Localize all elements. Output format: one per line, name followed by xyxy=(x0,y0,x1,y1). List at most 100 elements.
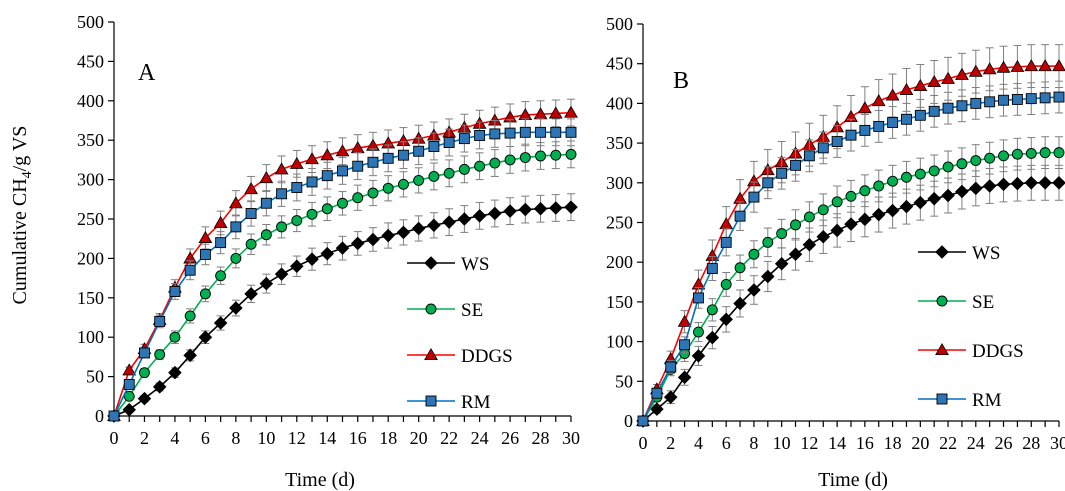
data-point xyxy=(213,316,228,330)
data-point xyxy=(306,208,318,220)
data-point xyxy=(213,215,228,228)
data-point xyxy=(734,210,746,222)
data-point xyxy=(748,191,760,203)
data-point xyxy=(913,78,928,91)
data-point xyxy=(901,171,912,183)
data-point xyxy=(1053,91,1065,103)
data-point xyxy=(913,195,928,210)
data-point xyxy=(413,174,425,186)
x-tick-label: 28 xyxy=(1022,433,1040,453)
data-point xyxy=(244,287,258,301)
data-point xyxy=(982,179,997,193)
data-point xyxy=(229,301,243,315)
x-tick-label: 16 xyxy=(349,428,367,448)
data-point xyxy=(274,162,289,175)
legend-marker xyxy=(425,395,437,407)
data-point xyxy=(397,149,409,161)
data-point xyxy=(396,225,411,240)
data-point xyxy=(719,312,733,327)
data-point xyxy=(831,196,843,208)
data-point xyxy=(382,152,394,164)
data-point xyxy=(761,269,775,284)
data-point xyxy=(830,223,844,238)
data-point xyxy=(337,197,348,209)
data-point xyxy=(968,64,983,77)
data-point xyxy=(199,249,211,260)
y-tick-label: 50 xyxy=(615,371,633,391)
data-point xyxy=(887,117,899,128)
data-point xyxy=(276,188,288,200)
data-point xyxy=(1024,59,1039,72)
data-point xyxy=(199,288,211,300)
x-tick-label: 30 xyxy=(562,428,580,448)
data-point xyxy=(984,152,996,164)
data-point xyxy=(677,314,692,327)
x-tick-label: 22 xyxy=(440,428,458,448)
data-point xyxy=(651,387,663,399)
data-point xyxy=(1010,176,1025,191)
data-point xyxy=(260,197,272,209)
data-point xyxy=(859,124,871,136)
x-tick-label: 12 xyxy=(288,428,306,448)
data-point xyxy=(885,203,900,218)
data-point xyxy=(788,247,803,262)
data-point xyxy=(367,156,379,168)
data-point xyxy=(747,283,761,297)
x-tick-label: 24 xyxy=(967,433,985,453)
data-point xyxy=(1053,147,1065,159)
data-point xyxy=(845,190,857,202)
data-point xyxy=(108,410,120,422)
data-point xyxy=(533,201,548,216)
legend-marker xyxy=(936,295,948,307)
data-point xyxy=(489,157,501,169)
y-tick-label: 400 xyxy=(606,93,633,113)
data-point xyxy=(1025,147,1037,159)
data-point xyxy=(691,349,706,363)
data-point xyxy=(774,257,789,271)
data-point xyxy=(428,141,440,152)
x-tick-label: 20 xyxy=(911,433,929,453)
data-point xyxy=(803,211,815,223)
data-point xyxy=(548,106,563,119)
y-tick-label: 250 xyxy=(606,213,633,233)
data-point xyxy=(244,182,258,195)
data-point xyxy=(1011,93,1023,105)
data-point xyxy=(802,237,817,252)
data-point xyxy=(1052,176,1065,190)
data-point xyxy=(748,248,760,260)
data-point xyxy=(352,192,364,204)
data-point xyxy=(1010,59,1025,72)
data-point xyxy=(291,182,303,193)
x-tick-label: 28 xyxy=(532,428,550,448)
data-point xyxy=(457,212,472,226)
data-point xyxy=(858,212,872,227)
data-point xyxy=(168,365,182,380)
data-point xyxy=(956,158,968,170)
data-point xyxy=(366,232,380,247)
y-tick-label: 100 xyxy=(606,332,633,352)
series-ws xyxy=(107,193,578,423)
data-point xyxy=(637,415,649,427)
data-point xyxy=(443,137,455,149)
data-point xyxy=(305,252,319,266)
y-tick-label: 500 xyxy=(77,12,104,32)
data-point xyxy=(259,171,274,184)
data-point xyxy=(352,160,364,172)
data-point xyxy=(198,230,213,243)
data-point xyxy=(969,181,983,196)
data-point xyxy=(679,339,691,351)
data-point xyxy=(169,331,181,343)
data-point xyxy=(873,120,885,132)
data-point xyxy=(706,263,718,275)
x-tick-label: 24 xyxy=(471,428,489,448)
legend-label: DDGS xyxy=(972,341,1024,362)
data-point xyxy=(137,391,152,406)
y-tick-label: 100 xyxy=(77,327,104,347)
y-tick-label: 500 xyxy=(606,14,633,34)
data-point xyxy=(564,200,578,214)
data-point xyxy=(230,252,242,264)
data-point xyxy=(899,82,914,95)
data-point xyxy=(871,207,886,222)
data-point xyxy=(762,177,774,189)
data-point xyxy=(274,267,289,281)
